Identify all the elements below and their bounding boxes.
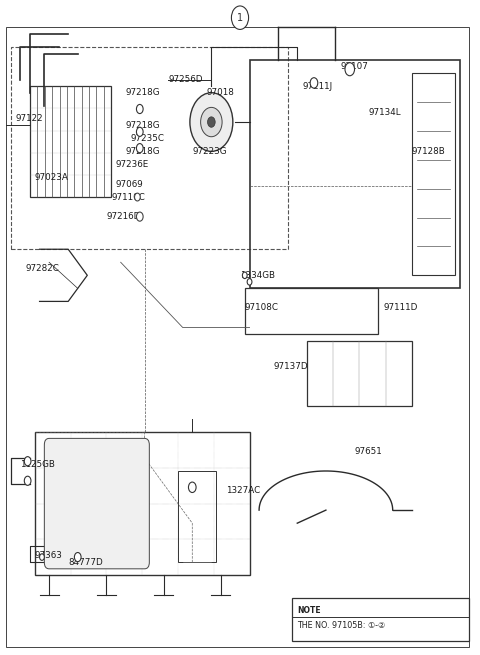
Circle shape xyxy=(136,127,143,136)
Text: 97218G: 97218G xyxy=(125,147,160,156)
Circle shape xyxy=(310,78,318,88)
Circle shape xyxy=(242,272,247,278)
Text: 97363: 97363 xyxy=(35,552,63,560)
Text: 97235C: 97235C xyxy=(130,134,164,143)
FancyBboxPatch shape xyxy=(44,438,149,569)
Text: 97023A: 97023A xyxy=(35,173,69,182)
Circle shape xyxy=(136,104,143,113)
Circle shape xyxy=(136,143,143,153)
Text: 97107: 97107 xyxy=(340,62,368,71)
Circle shape xyxy=(24,476,31,485)
Circle shape xyxy=(247,278,252,285)
Text: 97216D: 97216D xyxy=(107,212,141,221)
Text: 97069: 97069 xyxy=(116,179,144,189)
Text: 97111D: 97111D xyxy=(383,303,418,312)
Text: 84777D: 84777D xyxy=(68,558,103,567)
Text: 97211J: 97211J xyxy=(302,82,332,90)
Text: 97137D: 97137D xyxy=(274,362,308,371)
Text: 97108C: 97108C xyxy=(245,303,279,312)
Text: 97218G: 97218G xyxy=(125,88,160,97)
Text: 97651: 97651 xyxy=(355,447,382,456)
Text: 97134L: 97134L xyxy=(369,108,401,117)
Text: 1327AC: 1327AC xyxy=(226,486,260,495)
Text: 1: 1 xyxy=(237,12,243,23)
Bar xyxy=(292,598,469,641)
Circle shape xyxy=(190,93,233,151)
Text: 97236E: 97236E xyxy=(116,160,149,169)
Circle shape xyxy=(231,6,249,29)
Bar xyxy=(11,47,288,250)
Text: 97018: 97018 xyxy=(206,88,234,97)
Circle shape xyxy=(201,107,222,137)
Circle shape xyxy=(136,212,143,221)
Text: NOTE: NOTE xyxy=(297,606,321,615)
Text: 97282C: 97282C xyxy=(25,265,59,273)
Circle shape xyxy=(345,63,355,76)
Circle shape xyxy=(24,457,31,466)
Text: THE NO. 97105B: ①-②: THE NO. 97105B: ①-② xyxy=(297,620,385,629)
Text: 97223G: 97223G xyxy=(192,147,227,156)
Circle shape xyxy=(189,482,196,493)
Text: 1334GB: 1334GB xyxy=(240,271,275,280)
Text: 1125GB: 1125GB xyxy=(21,460,55,469)
Circle shape xyxy=(207,117,215,127)
Text: 97128B: 97128B xyxy=(412,147,445,156)
Text: 97218G: 97218G xyxy=(125,121,160,130)
Circle shape xyxy=(74,553,81,561)
Text: 97122: 97122 xyxy=(16,114,43,123)
Text: 97256D: 97256D xyxy=(168,75,203,84)
Text: 97110C: 97110C xyxy=(111,193,145,202)
Circle shape xyxy=(39,554,44,560)
Circle shape xyxy=(134,193,140,201)
